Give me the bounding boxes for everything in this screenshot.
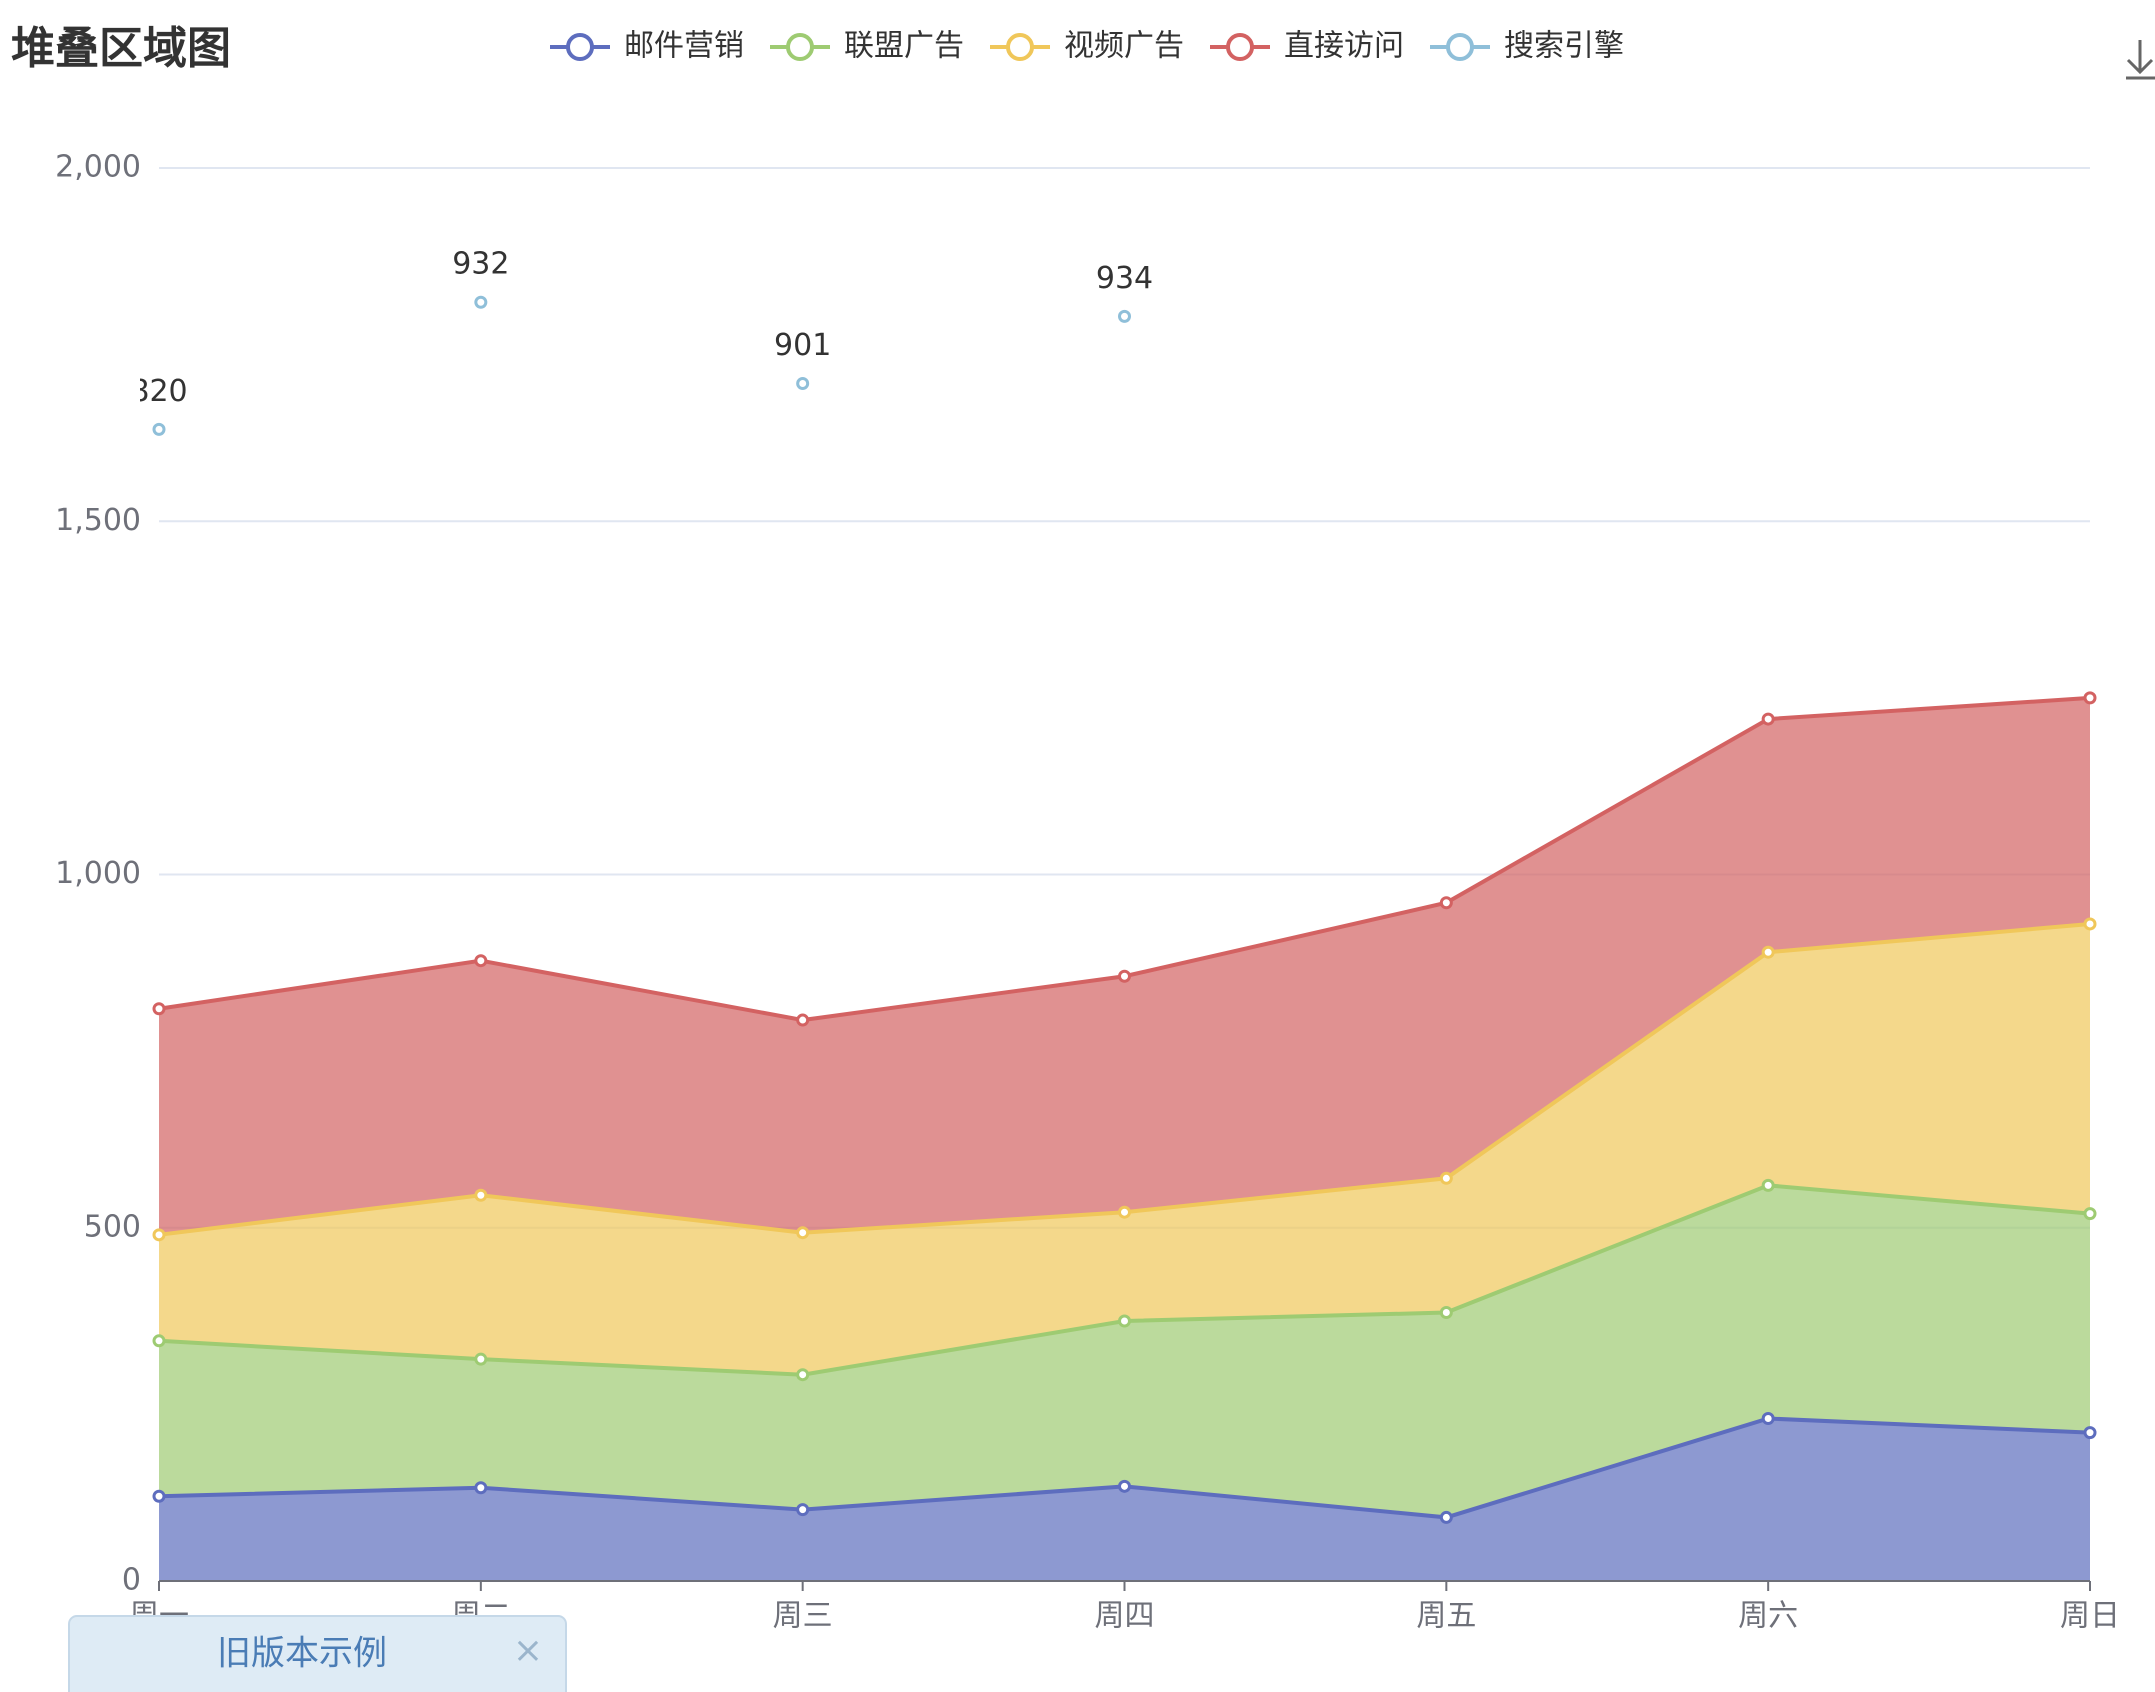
data-point	[1118, 1205, 1131, 1219]
data-point	[1439, 1306, 1453, 1320]
y-tick-label: 1,500	[55, 503, 141, 538]
legend-item[interactable]: 联盟广告	[770, 29, 964, 64]
data-point	[796, 376, 810, 390]
data-point	[1439, 1510, 1453, 1524]
legend-symbol	[566, 33, 594, 61]
y-tick-label: 0	[122, 1563, 141, 1598]
banner-close[interactable]: ×	[513, 1630, 543, 1671]
banner-text: 旧版本示例	[217, 1634, 387, 1674]
area	[159, 923, 2090, 1375]
old-version-banner[interactable]: 旧版本示例 ×	[68, 1615, 567, 1692]
data-point	[1761, 712, 1775, 726]
data-point	[474, 1352, 488, 1366]
legend-item[interactable]: 直接访问	[1210, 29, 1404, 64]
legend-symbol	[1446, 33, 1474, 61]
download-glyph	[2126, 40, 2155, 80]
x-tick-label: 周六	[1738, 1599, 1798, 1634]
area	[159, 1185, 2090, 1518]
data-point	[796, 1013, 810, 1027]
x-tick-label: 周四	[1095, 1599, 1155, 1634]
plot-area: 820932901934129013301320	[130, 247, 2097, 1581]
data-label: 934	[1096, 261, 1153, 296]
legend-label: 视频广告	[1064, 29, 1184, 64]
data-point	[152, 422, 166, 436]
legend-item[interactable]: 视频广告	[990, 29, 1184, 64]
data-point	[796, 1503, 810, 1517]
legend-label: 搜索引擎	[1504, 29, 1624, 64]
data-point	[1761, 1178, 1775, 1192]
data-label: 932	[452, 247, 509, 282]
chart-title: 堆叠区域图	[11, 23, 231, 74]
data-point	[1118, 969, 1131, 983]
data-point	[1761, 945, 1775, 959]
y-tick-label: 1,000	[55, 856, 141, 891]
data-point	[474, 1481, 488, 1495]
data-point	[152, 1002, 166, 1016]
legend-item[interactable]: 搜索引擎	[1430, 29, 1624, 64]
area	[159, 1418, 2090, 1581]
data-point	[474, 295, 488, 309]
area	[159, 697, 2090, 1235]
y-tick-label: 2,000	[55, 150, 141, 185]
legend-label: 联盟广告	[844, 29, 964, 64]
data-point	[1118, 309, 1131, 323]
data-point	[1118, 1314, 1131, 1328]
y-tick-label: 500	[84, 1209, 141, 1244]
x-tick-label: 周五	[1416, 1599, 1476, 1634]
data-point	[2083, 1426, 2097, 1440]
data-point	[152, 1334, 166, 1348]
data-point	[1439, 896, 1453, 910]
data-point	[1439, 1171, 1453, 1185]
data-point	[2083, 1207, 2097, 1221]
data-point	[796, 1368, 810, 1382]
legend-symbol	[1226, 33, 1254, 61]
x-tick-label: 周日	[2060, 1599, 2120, 1634]
data-label: 901	[774, 328, 831, 363]
legend-symbol	[786, 33, 814, 61]
data-point	[2083, 691, 2097, 705]
data-point	[2083, 917, 2097, 931]
legend-label: 直接访问	[1284, 29, 1404, 64]
legend-symbol	[1006, 33, 1034, 61]
data-point	[474, 954, 488, 968]
data-point	[152, 1228, 166, 1242]
data-point	[1761, 1412, 1775, 1426]
banner-box	[68, 1615, 567, 1692]
legend-label: 邮件营销	[624, 29, 744, 64]
data-label: 820	[130, 374, 187, 409]
data-point	[152, 1489, 166, 1503]
data-point	[474, 1188, 488, 1202]
legend-item[interactable]: 邮件营销	[550, 29, 744, 64]
download-icon[interactable]	[2126, 40, 2155, 80]
data-point	[1118, 1479, 1131, 1493]
x-tick-label: 周三	[773, 1599, 833, 1634]
data-point	[796, 1226, 810, 1240]
